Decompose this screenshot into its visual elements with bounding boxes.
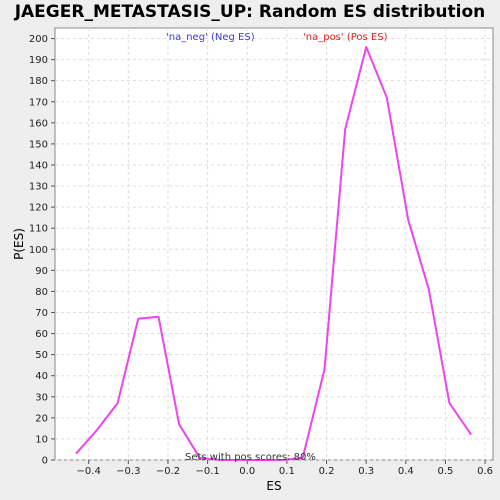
x-tick-label: 0.4 (398, 466, 414, 477)
x-tick-label: 0.1 (279, 466, 295, 477)
y-tick-label: 0 (42, 456, 48, 467)
y-tick-label: 100 (29, 245, 48, 256)
y-tick-label: 60 (35, 329, 48, 340)
x-tick-label: −0.3 (116, 466, 140, 477)
chart-title: JAEGER_METASTASIS_UP: Random ES distribu… (14, 2, 486, 22)
y-tick-label: 190 (29, 55, 48, 66)
x-tick-label: 0.6 (477, 466, 493, 477)
legend-pos: 'na_pos' (Pos ES) (303, 32, 388, 43)
x-tick-label: 0.0 (239, 466, 255, 477)
y-tick-label: 70 (35, 308, 48, 319)
y-tick-label: 40 (35, 371, 48, 382)
axes: 0 10 20 30 40 50 60 70 80 90 100 110 120 130 140 150 160… (29, 34, 493, 477)
y-tick-label: 160 (29, 118, 48, 129)
legend-neg: 'na_neg' (Neg ES) (166, 32, 255, 43)
y-tick-label: 120 (29, 203, 48, 214)
grid-lines (55, 28, 493, 461)
y-tick-label: 150 (29, 139, 48, 150)
x-axis-label: ES (266, 479, 281, 493)
series-layer (75, 46, 473, 461)
y-tick-label: 140 (29, 160, 48, 171)
y-tick-label: 180 (29, 76, 48, 87)
y-axis-label: P(ES) (12, 228, 26, 260)
y-tick-label: 130 (29, 182, 48, 193)
x-tick-label: 0.3 (358, 466, 374, 477)
y-tick-label: 200 (29, 34, 48, 45)
y-tick-label: 50 (35, 350, 48, 361)
x-tick-label: −0.2 (156, 466, 180, 477)
y-tick-label: 30 (35, 392, 48, 403)
annotation-text: Sets with pos scores: 80% (185, 452, 316, 463)
series-line (75, 46, 473, 461)
y-tick-label: 80 (35, 287, 48, 298)
x-tick-label: 0.5 (437, 466, 453, 477)
y-tick-label: 90 (35, 266, 48, 277)
x-tick-label: −0.4 (77, 466, 101, 477)
y-tick-label: 170 (29, 97, 48, 108)
y-tick-label: 20 (35, 413, 48, 424)
x-tick-label: 0.2 (319, 466, 335, 477)
x-tick-label: −0.1 (195, 466, 219, 477)
y-tick-label: 10 (35, 434, 48, 445)
y-tick-label: 110 (29, 224, 48, 235)
plot-area (54, 27, 494, 461)
